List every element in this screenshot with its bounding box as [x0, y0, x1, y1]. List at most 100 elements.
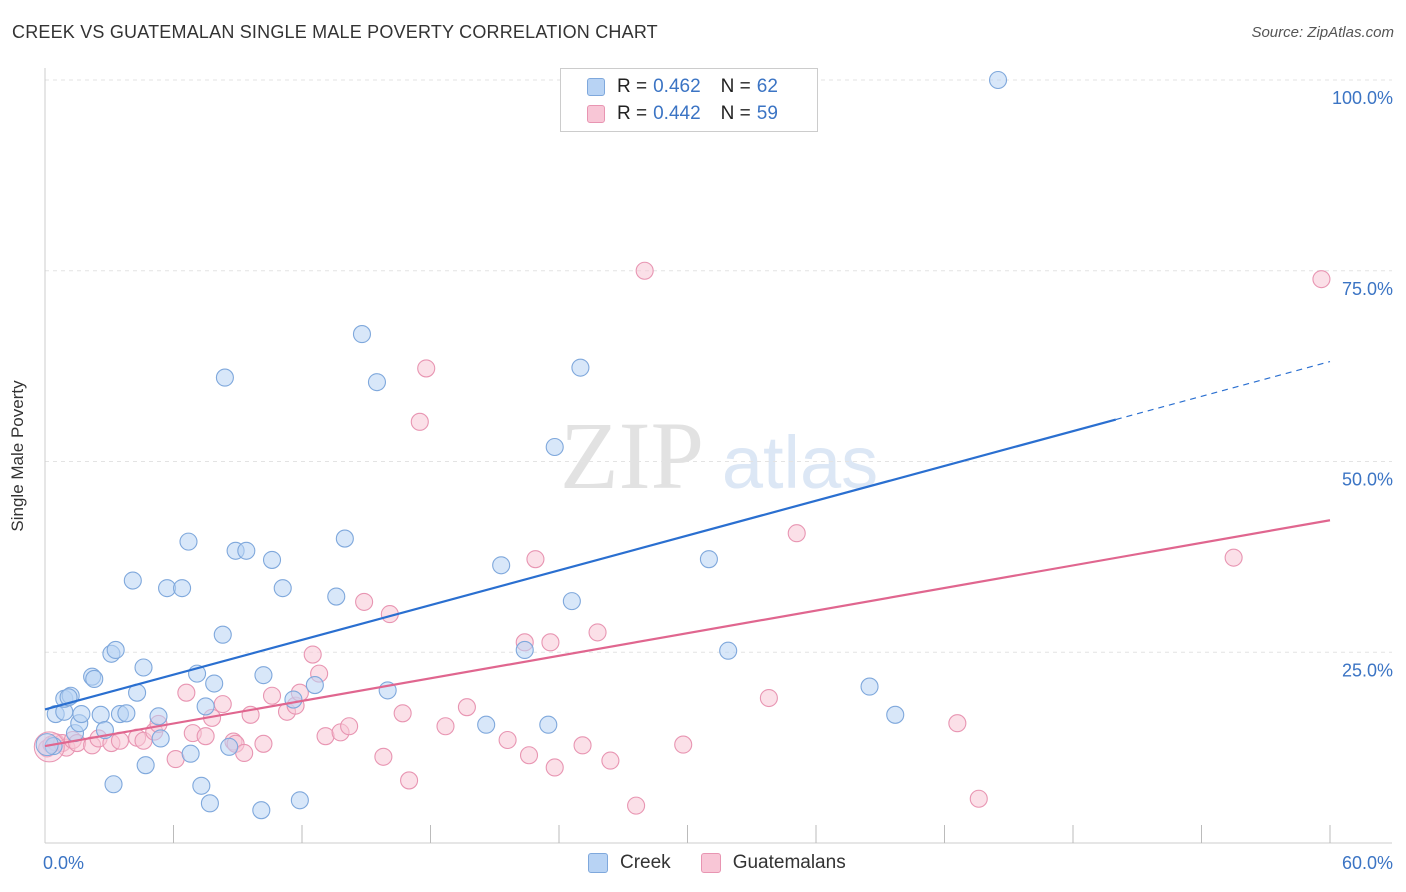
trend-lines — [44, 360, 1331, 748]
creek-point — [262, 550, 282, 569]
creek-point — [477, 715, 496, 734]
guatemalans-point — [519, 746, 539, 765]
guatemalans-point — [787, 524, 806, 543]
guatemalans-point — [213, 695, 232, 714]
x-tick-label-min: 0.0% — [43, 853, 84, 873]
guatemalans-point — [417, 359, 436, 378]
guatemalans-r-value: 0.442 — [653, 103, 701, 124]
guatemalans-point — [374, 747, 393, 766]
creek-point — [136, 756, 155, 775]
guatemalans-swatch — [587, 105, 605, 123]
legend-r-label: R = — [617, 103, 648, 124]
watermark-atlas: atlas — [722, 421, 878, 504]
guatemalans-point — [400, 771, 419, 790]
guatemalans-point — [635, 261, 654, 280]
creek-point — [215, 368, 234, 387]
guatemalans-point — [545, 758, 564, 777]
creek-point — [254, 666, 273, 685]
creek-point — [305, 676, 324, 695]
guatemalans-point — [759, 688, 778, 708]
guatemalans-point — [196, 727, 215, 746]
legend-r-label: R = — [617, 76, 648, 97]
creek-point — [492, 556, 511, 575]
creek-point — [290, 791, 309, 810]
guatemalans-point — [303, 645, 322, 664]
axes — [44, 68, 1392, 844]
creek-point — [85, 669, 104, 689]
y-axis-label: Single Male Poverty — [8, 380, 27, 532]
guatemalans-point — [166, 750, 185, 769]
y-tick-label: 25.0% — [1342, 660, 1393, 680]
creek-point — [104, 775, 123, 794]
legend-item-creek[interactable]: Creek — [588, 852, 671, 874]
guatemalans-point — [674, 735, 693, 754]
creek-point — [367, 373, 387, 392]
creek-point — [200, 794, 219, 813]
x-tick-label-max: 60.0% — [1342, 853, 1393, 873]
creek-point — [335, 529, 354, 548]
creek-point — [515, 640, 534, 660]
guatemalans-points — [33, 261, 1331, 815]
guatemalans-point — [498, 730, 517, 750]
guatemalans-point — [340, 717, 359, 736]
guatemalans-legend-swatch — [700, 853, 721, 873]
correlation-legend: R = 0.462 N = 62 R = 0.442 N = 59 — [560, 68, 818, 132]
creek-point — [123, 571, 142, 590]
guatemalans-point — [526, 550, 545, 569]
creek-point — [134, 658, 153, 677]
guatemalans-point — [1224, 548, 1243, 567]
guatemalans-point — [948, 714, 967, 733]
creek-point — [562, 592, 581, 611]
creek-point — [72, 705, 91, 724]
creek-point — [151, 729, 170, 748]
grid — [45, 79, 1392, 653]
guatemalans-point — [627, 796, 646, 815]
watermark-zip: ZIP — [560, 402, 704, 509]
y-tick-label: 50.0% — [1342, 470, 1393, 490]
guatemalans-point — [410, 412, 429, 431]
creek-point — [886, 705, 905, 724]
source-label: Source: ZipAtlas.com — [1251, 24, 1394, 41]
guatemalans-legend-label: Guatemalans — [732, 852, 846, 873]
legend-n-label: N = — [720, 103, 751, 124]
y-tick-label: 100.0% — [1332, 88, 1393, 108]
watermark: ZIP atlas — [560, 402, 878, 509]
legend-item-guatemalans[interactable]: Guatemalans — [700, 852, 846, 874]
creek-n-value: 62 — [756, 76, 778, 97]
creek-point — [252, 801, 271, 820]
guatemalans-point — [262, 686, 282, 705]
guatemalans-point — [573, 736, 592, 755]
creek-point — [192, 776, 211, 795]
creek-point — [352, 325, 372, 344]
guatemalans-point — [355, 592, 374, 611]
guatemalans-point — [457, 698, 476, 717]
creek-points — [35, 70, 1008, 820]
creek-legend-label: Creek — [620, 852, 671, 873]
creek-trend-extension — [1115, 360, 1331, 421]
creek-legend-swatch — [588, 853, 608, 873]
creek-point — [539, 715, 558, 734]
tick-labels: 25.0% 50.0% 75.0% 100.0% 0.0% 60.0% — [43, 88, 1393, 873]
creek-point — [196, 697, 215, 716]
guatemalans-point — [254, 734, 273, 753]
creek-point — [860, 677, 879, 696]
creek-point — [181, 744, 200, 763]
creek-swatch — [587, 78, 605, 96]
creek-point — [91, 705, 110, 724]
creek-point — [173, 579, 192, 598]
creek-point — [273, 579, 292, 598]
guatemalans-point — [316, 727, 335, 746]
guatemalans-trend-line — [44, 519, 1331, 748]
creek-point — [571, 358, 590, 377]
guatemalans-point — [393, 704, 412, 723]
creek-point — [327, 587, 346, 606]
chart-title: CREEK VS GUATEMALAN SINGLE MALE POVERTY … — [12, 22, 658, 42]
guatemalans-point — [969, 789, 988, 808]
guatemalans-n-value: 59 — [756, 103, 778, 124]
guatemalans-point — [1312, 270, 1331, 289]
creek-point — [988, 70, 1008, 90]
series-legend: Creek Guatemalans — [588, 852, 876, 874]
guatemalans-point — [436, 717, 455, 736]
legend-row-creek: R = 0.462 N = 62 — [587, 75, 778, 99]
